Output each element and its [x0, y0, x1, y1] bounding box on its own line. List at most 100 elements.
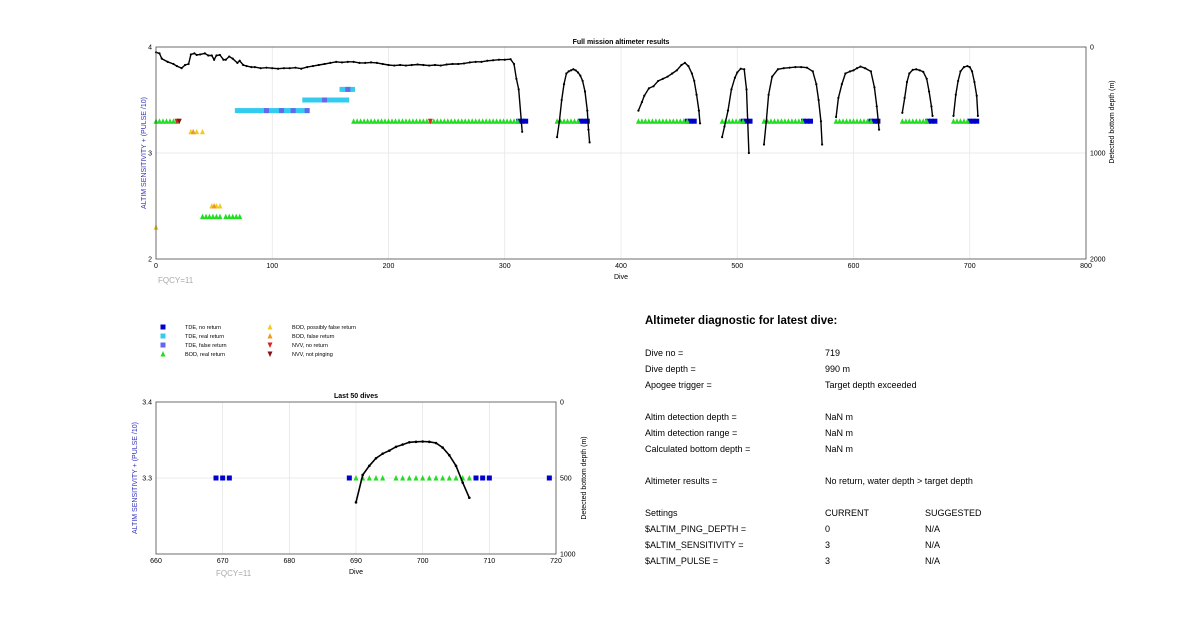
- depth-profile-line: [763, 66, 823, 145]
- y-right-tick-label: 0: [1090, 45, 1094, 52]
- bod-real-return-marker: [768, 118, 774, 124]
- x-tick-label: 500: [731, 263, 743, 270]
- bod-real-return-marker: [837, 118, 843, 124]
- tde-false-return-marker: [322, 97, 328, 103]
- depth-point: [428, 440, 431, 444]
- depth-point: [354, 501, 358, 504]
- bod-real-return-marker: [497, 118, 503, 124]
- setting-sensitivity-current: 3: [825, 540, 831, 550]
- tde-no-return-marker: [519, 118, 525, 124]
- setting-sensitivity-label: $ALTIM_SENSITIVITY =: [645, 540, 744, 550]
- depth-point: [908, 72, 911, 75]
- chart2-xlabel: Dive: [349, 569, 363, 576]
- depth-point: [486, 59, 489, 62]
- depth-point: [834, 115, 838, 119]
- setting-ping-depth-suggested: N/A: [925, 524, 941, 534]
- tde-no-return-marker: [213, 475, 219, 481]
- tde-no-return-marker: [807, 118, 813, 124]
- depth-point: [877, 128, 881, 131]
- bod-real-return-marker: [954, 118, 960, 124]
- bod-real-return-marker: [646, 118, 652, 124]
- diag-apogee-value: Target depth exceeded: [825, 380, 917, 390]
- depth-point: [844, 72, 847, 75]
- depth-point: [213, 58, 216, 61]
- bod-real-return-marker: [210, 213, 216, 220]
- tde-no-return-marker: [546, 475, 552, 481]
- depth-point: [454, 464, 458, 468]
- y-tick-label: 4: [148, 45, 152, 52]
- bod-real-return-marker: [792, 118, 798, 124]
- depth-point: [253, 66, 256, 69]
- bod-real-return-marker: [840, 118, 846, 124]
- bod-real-return-marker: [230, 213, 236, 220]
- bod-real-return-marker: [406, 118, 412, 124]
- depth-point: [439, 64, 442, 67]
- x-tick-label: 670: [217, 558, 229, 565]
- depth-point: [340, 61, 344, 64]
- depth-point: [765, 120, 768, 123]
- tde-real-return-marker: [273, 108, 279, 114]
- tde-no-return-marker: [691, 118, 697, 124]
- bod-real-return-marker: [203, 213, 209, 220]
- bod-real-return-marker: [504, 118, 510, 124]
- tde-no-return-marker: [523, 118, 529, 124]
- diag-detection-depth-label: Altim detection depth =: [645, 412, 737, 422]
- bod-real-return-marker: [386, 118, 391, 124]
- chart1-depth-profile: [154, 51, 979, 155]
- bod-real-return-marker: [833, 118, 839, 124]
- depth-point: [231, 57, 234, 60]
- bod-real-return-marker: [455, 118, 461, 124]
- tde-real-return-marker: [269, 108, 275, 114]
- depth-point: [368, 464, 371, 468]
- depth-point: [743, 68, 746, 71]
- bod-real-return-marker: [351, 118, 357, 124]
- chart1-fqcy-note: FQCY=11: [158, 276, 194, 285]
- depth-point: [693, 79, 696, 83]
- depth-point: [515, 77, 518, 80]
- tde-no-return-marker: [473, 475, 479, 481]
- depth-point: [401, 443, 404, 446]
- tde-no-return-marker: [346, 475, 352, 481]
- depth-point: [747, 151, 750, 155]
- tde-real-return-marker: [297, 108, 303, 114]
- depth-point: [294, 66, 297, 69]
- bod-real-return-marker: [420, 475, 426, 481]
- tde-real-return-marker: [234, 108, 240, 114]
- bod-real-return-marker: [417, 118, 423, 124]
- depth-point: [875, 105, 878, 108]
- depth-point: [745, 88, 748, 91]
- bod-real-return-marker: [910, 118, 916, 124]
- depth-point: [521, 130, 524, 133]
- x-tick-label: 690: [350, 558, 362, 565]
- tde-no-return-marker: [974, 118, 980, 124]
- depth-point: [962, 66, 966, 69]
- depth-point: [468, 496, 471, 500]
- depth-point: [399, 63, 402, 67]
- depth-point: [306, 66, 309, 69]
- bod-real-return-marker: [796, 118, 802, 124]
- bod-real-return-marker: [441, 118, 447, 124]
- depth-point: [675, 69, 678, 72]
- bod-real-return-marker: [490, 118, 496, 124]
- depth-point: [911, 68, 914, 71]
- depth-point: [859, 65, 862, 68]
- legend-nvv-no-return-icon: [267, 342, 273, 348]
- depth-point: [579, 74, 582, 77]
- depth-point: [364, 61, 367, 64]
- depth-point: [915, 68, 918, 71]
- full-mission-chart: Full mission altimeter results 0 100 200 30…: [141, 39, 1116, 285]
- depth-point: [721, 136, 724, 139]
- depth-profile-line: [155, 51, 523, 132]
- bod-real-return-marker: [448, 118, 454, 124]
- bod-real-return-marker: [674, 118, 680, 124]
- diagnostic-title: Altimeter diagnostic for latest dive:: [645, 315, 838, 327]
- y-tick-label: 3.4: [142, 400, 152, 407]
- bod-real-return-marker: [382, 118, 388, 124]
- tde-real-return-marker: [312, 97, 318, 103]
- tde-no-return-marker: [486, 475, 492, 481]
- legend-label: TDE, false return: [185, 343, 227, 349]
- tde-real-return-marker: [245, 108, 251, 114]
- settings-header-suggested: SUGGESTED: [925, 508, 982, 518]
- bod-real-return-marker: [373, 475, 379, 481]
- tde-real-return-marker: [339, 86, 345, 92]
